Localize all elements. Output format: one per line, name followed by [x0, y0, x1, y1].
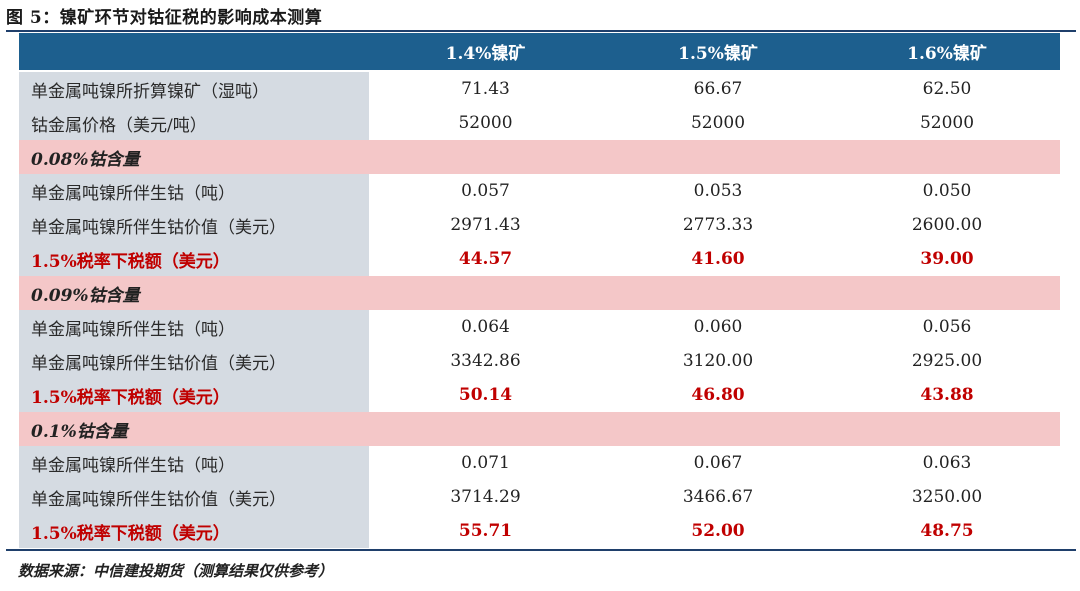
tax-row: 1.5%税率下税额（美元） 55.71 52.00 48.75 [19, 514, 1060, 548]
value-cell: 3342.86 [450, 351, 521, 371]
value-cell: 3466.67 [682, 487, 754, 507]
value-cell: 0.053 [693, 181, 743, 201]
value-cell: 48.75 [920, 521, 974, 541]
value-cell: 52000 [458, 113, 513, 133]
header-cell-1-5: 1.5%镍矿 [602, 33, 834, 72]
value-cell: 0.050 [922, 181, 972, 201]
figure-caption: 图 5：镍矿环节对钴征税的影响成本测算 [6, 8, 323, 28]
section-label: 0.08%钴含量 [19, 140, 1060, 174]
value-cell: 2971.43 [450, 215, 521, 235]
value-cell: 3250.00 [911, 487, 983, 507]
section-label: 0.09%钴含量 [19, 276, 1060, 310]
value-cell: 44.57 [458, 249, 513, 269]
value-cell: 2773.33 [682, 215, 754, 235]
value-cell: 0.064 [461, 317, 510, 337]
row-label: 1.5%税率下税额（美元） [19, 514, 369, 548]
row-label: 单金属吨镍所伴生钴价值（美元） [19, 344, 369, 378]
value-cell: 0.067 [693, 453, 743, 473]
table-row: 钴金属价格（美元/吨） 52000 52000 52000 [19, 106, 1060, 140]
value-cell: 50.14 [458, 385, 513, 405]
tax-row: 1.5%税率下税额（美元） 50.14 46.80 43.88 [19, 378, 1060, 412]
table-row: 单金属吨镍所伴生钴价值（美元） 3342.86 3120.00 2925.00 [19, 344, 1060, 378]
header-cell-1-4: 1.4%镍矿 [369, 33, 602, 72]
value-cell: 66.67 [693, 79, 743, 99]
value-cell: 0.071 [461, 453, 510, 473]
table-row: 单金属吨镍所伴生钴（吨） 0.064 0.060 0.056 [19, 310, 1060, 344]
section-row: 0.09%钴含量 [19, 276, 1060, 310]
header-cell-blank [19, 33, 369, 72]
row-label: 单金属吨镍所伴生钴价值（美元） [19, 208, 369, 242]
row-label: 钴金属价格（美元/吨） [19, 106, 369, 140]
value-cell: 3714.29 [450, 487, 521, 507]
table-row: 单金属吨镍所折算镍矿（湿吨） 71.43 66.67 62.50 [19, 71, 1060, 106]
value-cell: 2600.00 [911, 215, 983, 235]
value-cell: 0.063 [922, 453, 972, 473]
value-cell: 3120.00 [682, 351, 754, 371]
row-label: 单金属吨镍所伴生钴（吨） [19, 446, 369, 480]
section-label: 0.1%钴含量 [19, 412, 1060, 446]
row-label: 单金属吨镍所折算镍矿（湿吨） [19, 71, 369, 106]
cost-table-container: 1.4%镍矿 1.5%镍矿 1.6%镍矿 单金属吨镍所折算镍矿（湿吨） 71.43… [19, 33, 1060, 548]
value-cell: 43.88 [920, 385, 974, 405]
table-row: 单金属吨镍所伴生钴价值（美元） 2971.43 2773.33 2600.00 [19, 208, 1060, 242]
table-row: 单金属吨镍所伴生钴价值（美元） 3714.29 3466.67 3250.00 [19, 480, 1060, 514]
value-cell: 39.00 [920, 249, 974, 269]
top-rule [6, 30, 1076, 32]
value-cell: 0.056 [922, 317, 972, 337]
table-row: 单金属吨镍所伴生钴（吨） 0.057 0.053 0.050 [19, 174, 1060, 208]
row-label: 1.5%税率下税额（美元） [19, 242, 369, 276]
value-cell: 2925.00 [911, 351, 983, 371]
source-note: 数据来源：中信建投期货（测算结果仅供参考） [18, 562, 334, 580]
value-cell: 71.43 [461, 79, 510, 99]
header-row: 1.4%镍矿 1.5%镍矿 1.6%镍矿 [19, 33, 1060, 72]
bottom-rule [6, 549, 1076, 551]
value-cell: 41.60 [691, 249, 745, 269]
row-label: 1.5%税率下税额（美元） [19, 378, 369, 412]
value-cell: 0.057 [461, 181, 510, 201]
table-body: 单金属吨镍所折算镍矿（湿吨） 71.43 66.67 62.50 钴金属价格（美元/吨）… [19, 71, 1060, 548]
cost-table: 1.4%镍矿 1.5%镍矿 1.6%镍矿 单金属吨镍所折算镍矿（湿吨） 71.43… [19, 33, 1060, 548]
row-label: 单金属吨镍所伴生钴价值（美元） [19, 480, 369, 514]
value-cell: 52.00 [691, 521, 745, 541]
value-cell: 52000 [690, 113, 746, 133]
header-cell-1-6: 1.6%镍矿 [834, 33, 1060, 72]
value-cell: 62.50 [922, 79, 972, 99]
section-row: 0.08%钴含量 [19, 140, 1060, 174]
value-cell: 55.71 [458, 521, 513, 541]
table-row: 单金属吨镍所伴生钴（吨） 0.071 0.067 0.063 [19, 446, 1060, 480]
row-label: 单金属吨镍所伴生钴（吨） [19, 174, 369, 208]
row-label: 单金属吨镍所伴生钴（吨） [19, 310, 369, 344]
value-cell: 52000 [919, 113, 975, 133]
value-cell: 46.80 [691, 385, 745, 405]
section-row: 0.1%钴含量 [19, 412, 1060, 446]
tax-row: 1.5%税率下税额（美元） 44.57 41.60 39.00 [19, 242, 1060, 276]
value-cell: 0.060 [693, 317, 743, 337]
